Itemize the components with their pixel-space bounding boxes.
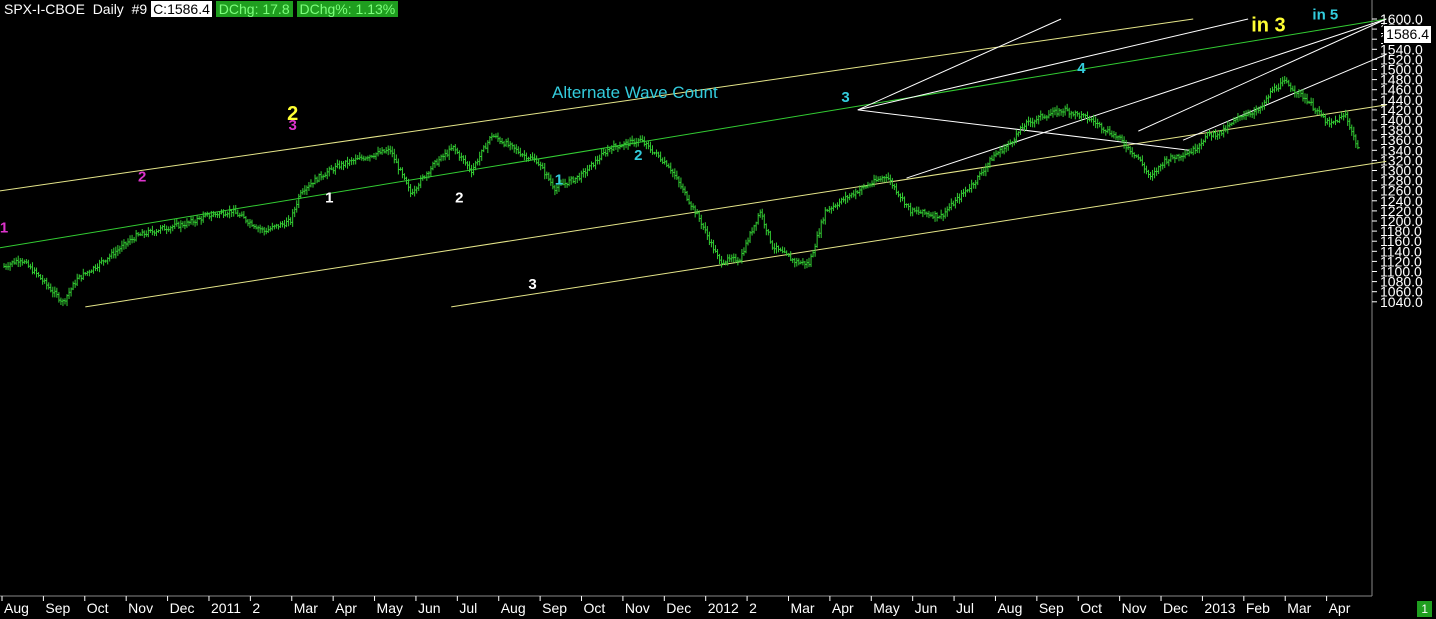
x-tick-label: 2012 (708, 600, 739, 616)
x-tick-label: 2013 (1204, 600, 1235, 616)
wave-label: in 5 (1312, 7, 1338, 24)
y-tick-label: 1540.0 (1380, 41, 1423, 57)
white-fan-line-3 (906, 18, 1387, 179)
x-tick-label: Dec (1163, 600, 1188, 616)
daily-change-pct-value: DChg%: 1.13% (296, 1, 399, 17)
wave-label: 3 (841, 89, 849, 106)
x-tick-label: Aug (501, 600, 526, 616)
wave-label: 1 (325, 189, 333, 206)
x-tick-label: Aug (997, 600, 1022, 616)
y-tick-label: 1260.0 (1380, 183, 1423, 199)
last-price-tag: 1586.4 (1383, 25, 1432, 44)
y-tick-label: 1300.0 (1380, 163, 1423, 179)
chart-title: Alternate Wave Count (552, 83, 718, 102)
y-tick-label: 1120.0 (1380, 253, 1422, 269)
wave-label: 3 (288, 117, 296, 134)
wave-label: 1 (555, 172, 563, 189)
chart-header: SPX-I-CBOE Daily #9 C:1586.4 DChg: 17.8 … (4, 1, 399, 18)
y-tick-label: 1380.0 (1380, 122, 1423, 138)
y-tick-label: 1460.0 (1380, 82, 1423, 98)
wave-label: in 3 (1251, 15, 1285, 37)
white-channel-1 (1138, 18, 1387, 132)
green-trend-line (0, 18, 1387, 249)
wave-label: 2 (287, 103, 298, 125)
y-tick-label: 1500.0 (1380, 62, 1423, 78)
y-tick-label: 1160.0 (1380, 233, 1422, 249)
x-tick-label: Jun (418, 600, 441, 616)
y-tick-label: 1600.0 (1380, 11, 1423, 27)
y-tick-label: 1060.0 (1380, 284, 1423, 300)
x-tick-label: Oct (584, 600, 606, 616)
y-tick-label: 1400.0 (1380, 112, 1423, 128)
y-tick-label: 1220.0 (1380, 203, 1423, 219)
wave-label: 3 (528, 276, 536, 293)
white-fan-line-1 (857, 18, 1062, 111)
x-tick-label: 2011 (211, 600, 241, 616)
x-tick-label: Dec (666, 600, 691, 616)
y-tick-label: 1180.0 (1380, 223, 1422, 239)
y-tick-label: 1080.0 (1380, 274, 1423, 290)
white-channel-2 (1182, 53, 1387, 141)
wave-label: 4 (1077, 60, 1086, 77)
x-tick-label: Mar (1287, 600, 1311, 616)
x-tick-label: 2 (749, 600, 757, 616)
x-tick-label: Apr (335, 600, 357, 616)
x-tick-label: Sep (542, 600, 567, 616)
x-tick-label: Sep (45, 600, 70, 616)
x-tick-label: Jul (459, 600, 477, 616)
price-bars (3, 76, 1360, 307)
x-tick-label: Apr (1329, 600, 1351, 616)
x-tick-label: Oct (87, 600, 109, 616)
y-tick-label: 1040.0 (1380, 294, 1423, 310)
x-tick-label: Nov (128, 600, 153, 616)
y-tick-label: 1440.0 (1380, 92, 1423, 108)
x-tick-label: Aug (4, 600, 29, 616)
x-tick-label: Nov (1122, 600, 1147, 616)
y-tick-label: 1140.0 (1380, 243, 1422, 259)
x-tick-label: Jun (915, 600, 938, 616)
y-tick-label: 1360.0 (1380, 132, 1423, 148)
x-tick-label: Nov (625, 600, 650, 616)
y-tick-label: 1100.0 (1380, 264, 1422, 280)
yellow-channel-mid (85, 104, 1387, 308)
x-tick-label: May (873, 600, 899, 616)
y-tick-label: 1480.0 (1380, 72, 1423, 88)
corner-badge[interactable]: 1 (1417, 601, 1432, 617)
x-tick-label: 2 (252, 600, 260, 616)
yellow-channel-low (451, 160, 1387, 308)
x-tick-label: Apr (832, 600, 854, 616)
white-fan-line-2 (857, 18, 1249, 111)
wave-label: 2 (138, 169, 146, 186)
y-tick-label: 1340.0 (1380, 142, 1423, 158)
y-tick-label: 1520.0 (1380, 51, 1423, 67)
yellow-channel-top (0, 18, 1194, 192)
x-tick-label: Dec (170, 600, 195, 616)
wave-label: 1 (0, 220, 8, 237)
y-tick-label: 1240.0 (1380, 193, 1423, 209)
daily-change-value: DChg: 17.8 (215, 1, 293, 17)
x-tick-label: Sep (1039, 600, 1064, 616)
chart-number-label: #9 (131, 1, 148, 17)
close-value: C:1586.4 (151, 1, 212, 17)
period-label: Daily (92, 1, 124, 17)
y-tick-label: 1420.0 (1380, 102, 1423, 118)
x-tick-label: Mar (294, 600, 318, 616)
y-tick-label: 1280.0 (1380, 173, 1423, 189)
wave-label: 2 (455, 189, 463, 206)
wave-label: 2 (634, 147, 642, 164)
y-tick-label: 1320.0 (1380, 152, 1423, 168)
x-tick-label: Jul (956, 600, 974, 616)
x-tick-label: Feb (1246, 600, 1270, 616)
x-tick-label: Oct (1080, 600, 1102, 616)
x-tick-label: Mar (790, 600, 814, 616)
y-tick-label: 1200.0 (1380, 213, 1423, 229)
white-decline-line (857, 109, 1190, 151)
symbol-label: SPX-I-CBOE (4, 1, 85, 17)
x-tick-label: May (377, 600, 403, 616)
